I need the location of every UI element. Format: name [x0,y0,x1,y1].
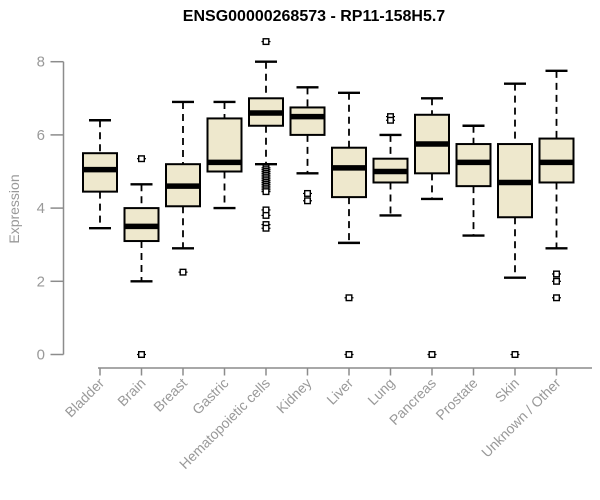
x-axis-label-breast: Breast [150,375,190,415]
outlier-point [178,268,188,276]
box-group-liver [331,91,367,359]
box-group-pancreas [414,97,450,359]
box-group-bladder [82,119,118,230]
outlier-square [345,294,353,302]
outlier-square [428,351,436,359]
outlier-square [304,189,312,197]
box-group-unknown-other [538,69,575,302]
x-axis-label-prostate: Prostate [432,375,480,423]
outlier-point [261,224,271,232]
box-group-hematopoietic-cells [248,38,284,232]
outlier-point [261,211,271,219]
outlier-square [262,211,270,219]
outlier-square [262,224,270,232]
box-group-gastric [206,100,243,210]
box-group-brain [123,155,160,359]
box-group-breast [165,100,201,276]
outlier-point [261,206,271,214]
x-axis-label-kidney: Kidney [273,375,315,417]
x-axis-label-skin: Skin [492,375,523,406]
y-axis-tick-label: 8 [37,54,45,71]
outlier-point [261,38,271,46]
box-group-prostate [455,124,492,237]
outlier-square [304,197,312,205]
outlier-point [303,189,312,197]
outlier-square [137,155,145,163]
outlier-point [386,116,395,124]
x-axis-label-bladder: Bladder [62,375,108,421]
outlier-square [345,351,353,359]
x-axis-label-unknown-other: Unknown / Other [478,375,564,461]
outlier-square [387,116,395,124]
box-group-lung [372,113,409,217]
x-axis-label-brain: Brain [114,375,148,409]
y-axis: 0 2 4 6 8 [37,54,65,364]
outlier-point [552,294,561,302]
x-axis-label-liver: Liver [323,375,356,408]
outlier-point [137,351,146,359]
outlier-square [262,38,270,46]
outlier-point [510,351,520,359]
y-axis-tick-label: 4 [37,200,45,217]
outlier-point [344,351,354,359]
outlier-point [137,155,146,163]
outlier-square [262,206,270,214]
outlier-point [344,294,354,302]
outlier-square [553,294,561,302]
outlier-point [303,197,312,205]
outlier-point [552,270,561,278]
outlier-square [137,351,145,359]
iqr-box [331,146,367,199]
outlier-square [179,268,187,276]
outlier-square [511,351,519,359]
iqr-box [289,106,326,136]
y-axis-tick-label: 2 [37,273,45,290]
outlier-square [553,270,561,278]
x-axis-label-lung: Lung [364,375,397,408]
y-axis-tick-label: 0 [37,347,45,364]
chart-title: ENSG00000268573 - RP11-158H5.7 [182,8,446,25]
box-group-skin [497,82,533,359]
outlier-square [553,277,561,285]
outlier-point [427,351,437,359]
y-axis-tick-label: 6 [37,127,45,144]
box-group-kidney [289,86,326,205]
outlier-point [261,188,271,196]
outlier-square [262,188,270,196]
outlier-point [552,277,561,285]
